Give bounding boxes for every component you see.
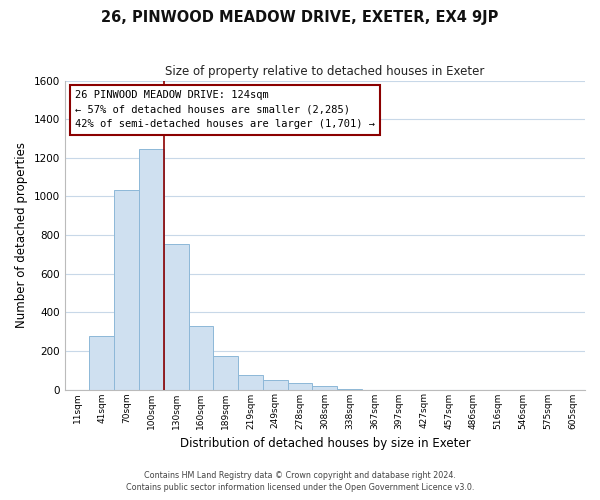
Y-axis label: Number of detached properties: Number of detached properties bbox=[15, 142, 28, 328]
Bar bbox=[238, 375, 263, 390]
Bar bbox=[313, 386, 337, 390]
Bar bbox=[114, 190, 139, 390]
Bar bbox=[89, 336, 114, 390]
Text: 26, PINWOOD MEADOW DRIVE, EXETER, EX4 9JP: 26, PINWOOD MEADOW DRIVE, EXETER, EX4 9J… bbox=[101, 10, 499, 25]
Bar bbox=[188, 326, 214, 390]
Bar bbox=[337, 388, 362, 390]
Text: Contains HM Land Registry data © Crown copyright and database right 2024.
Contai: Contains HM Land Registry data © Crown c… bbox=[126, 471, 474, 492]
Title: Size of property relative to detached houses in Exeter: Size of property relative to detached ho… bbox=[165, 65, 485, 78]
Text: 26 PINWOOD MEADOW DRIVE: 124sqm
← 57% of detached houses are smaller (2,285)
42%: 26 PINWOOD MEADOW DRIVE: 124sqm ← 57% of… bbox=[75, 90, 375, 130]
Bar bbox=[214, 356, 238, 390]
X-axis label: Distribution of detached houses by size in Exeter: Distribution of detached houses by size … bbox=[179, 437, 470, 450]
Bar bbox=[164, 244, 188, 390]
Bar bbox=[139, 149, 164, 390]
Bar bbox=[263, 380, 287, 390]
Bar bbox=[287, 383, 313, 390]
